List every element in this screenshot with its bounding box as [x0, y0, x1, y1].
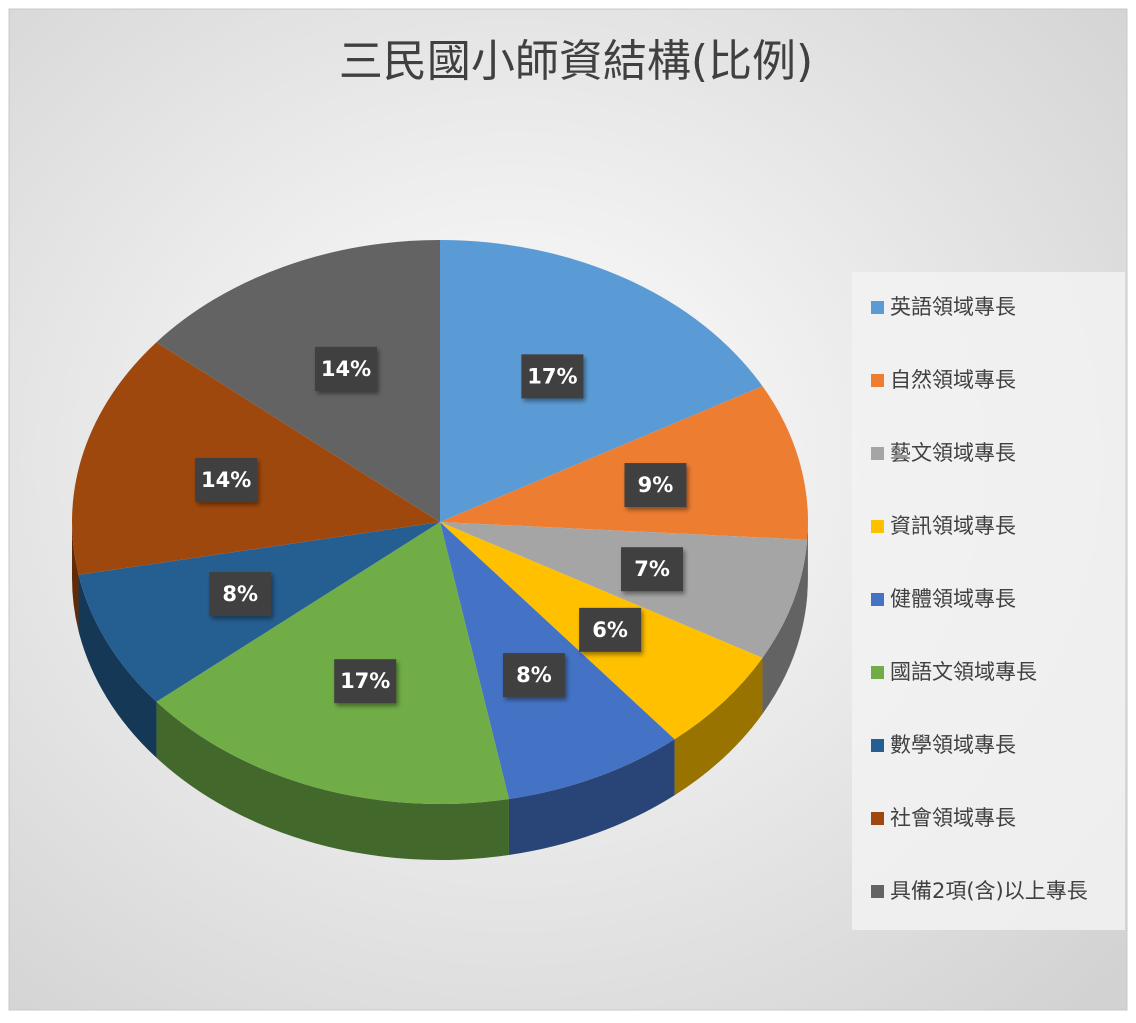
chart-title: 三民國小師資結構(比例) — [339, 36, 813, 87]
legend-swatch — [871, 374, 884, 387]
data-label: 17% — [340, 669, 390, 693]
data-label-box — [209, 572, 272, 617]
legend-label: 國語文領域專長 — [890, 660, 1037, 684]
legend-label: 資訊領域專長 — [890, 514, 1016, 538]
legend-swatch — [871, 812, 884, 825]
data-label-box — [334, 659, 397, 704]
data-label: 17% — [527, 364, 577, 388]
slice — [156, 240, 441, 522]
data-label: 9% — [638, 473, 674, 497]
slice — [440, 240, 763, 522]
data-label-box — [314, 346, 377, 391]
legend-swatch — [871, 593, 884, 606]
slice-side — [674, 657, 763, 796]
data-label-box — [621, 547, 684, 592]
legend-swatch — [871, 520, 884, 533]
slice-side — [508, 739, 675, 856]
data-label: 8% — [516, 663, 552, 687]
data-label: 8% — [222, 582, 258, 606]
legend-swatch — [871, 447, 884, 460]
data-label: 14% — [321, 357, 371, 381]
data-label: 6% — [592, 618, 628, 642]
legend-swatch — [871, 666, 884, 679]
legend-label: 社會領域專長 — [890, 806, 1016, 830]
data-label-box — [521, 354, 584, 399]
slice — [440, 386, 808, 540]
legend-swatch — [871, 301, 884, 314]
legend-label: 藝文領域專長 — [890, 441, 1016, 465]
legend-label: 自然領域專長 — [890, 368, 1016, 392]
data-label-box — [624, 463, 687, 508]
data-label-box — [503, 653, 566, 698]
data-label-box — [195, 457, 258, 502]
slice — [156, 522, 509, 804]
legend-label: 英語領域專長 — [890, 295, 1016, 319]
data-label: 14% — [201, 468, 251, 492]
data-label: 7% — [634, 557, 670, 581]
legend-label: 具備2項(含)以上專長 — [890, 879, 1088, 903]
slice-side — [72, 522, 79, 631]
data-label-box — [579, 607, 642, 652]
legend-label: 健體領域專長 — [890, 587, 1016, 611]
legend-swatch — [871, 739, 884, 752]
slice-side — [807, 522, 808, 596]
slice-side — [78, 574, 157, 758]
slice-side — [762, 539, 808, 714]
legend-label: 數學領域專長 — [890, 733, 1016, 757]
slice-side — [156, 701, 509, 860]
legend-box — [852, 272, 1125, 930]
legend-swatch — [871, 885, 884, 898]
